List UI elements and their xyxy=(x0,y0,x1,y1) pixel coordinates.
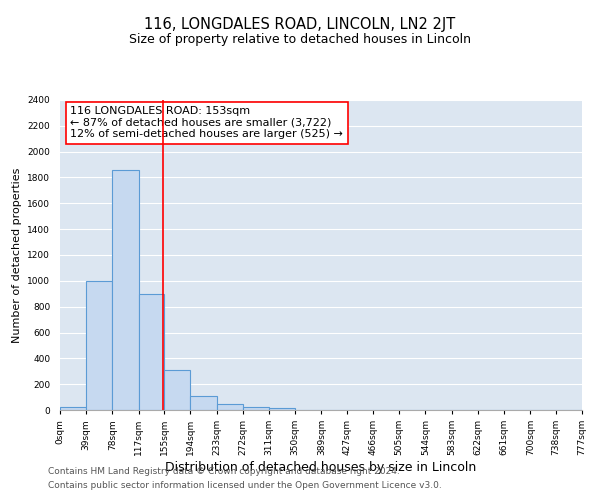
Bar xyxy=(139,294,164,410)
Text: Size of property relative to detached houses in Lincoln: Size of property relative to detached ho… xyxy=(129,32,471,46)
Bar xyxy=(112,170,139,410)
Bar xyxy=(164,370,190,410)
Bar xyxy=(86,281,112,410)
Y-axis label: Number of detached properties: Number of detached properties xyxy=(12,168,22,342)
Bar xyxy=(243,408,269,410)
Text: 116 LONGDALES ROAD: 153sqm
← 87% of detached houses are smaller (3,722)
12% of s: 116 LONGDALES ROAD: 153sqm ← 87% of deta… xyxy=(70,106,343,140)
Text: Contains HM Land Registry data © Crown copyright and database right 2024.: Contains HM Land Registry data © Crown c… xyxy=(48,467,400,476)
Bar xyxy=(269,408,295,410)
X-axis label: Distribution of detached houses by size in Lincoln: Distribution of detached houses by size … xyxy=(166,461,476,474)
Bar xyxy=(190,396,217,410)
Text: Contains public sector information licensed under the Open Government Licence v3: Contains public sector information licen… xyxy=(48,481,442,490)
Bar xyxy=(217,404,243,410)
Text: 116, LONGDALES ROAD, LINCOLN, LN2 2JT: 116, LONGDALES ROAD, LINCOLN, LN2 2JT xyxy=(145,18,455,32)
Bar xyxy=(60,408,86,410)
